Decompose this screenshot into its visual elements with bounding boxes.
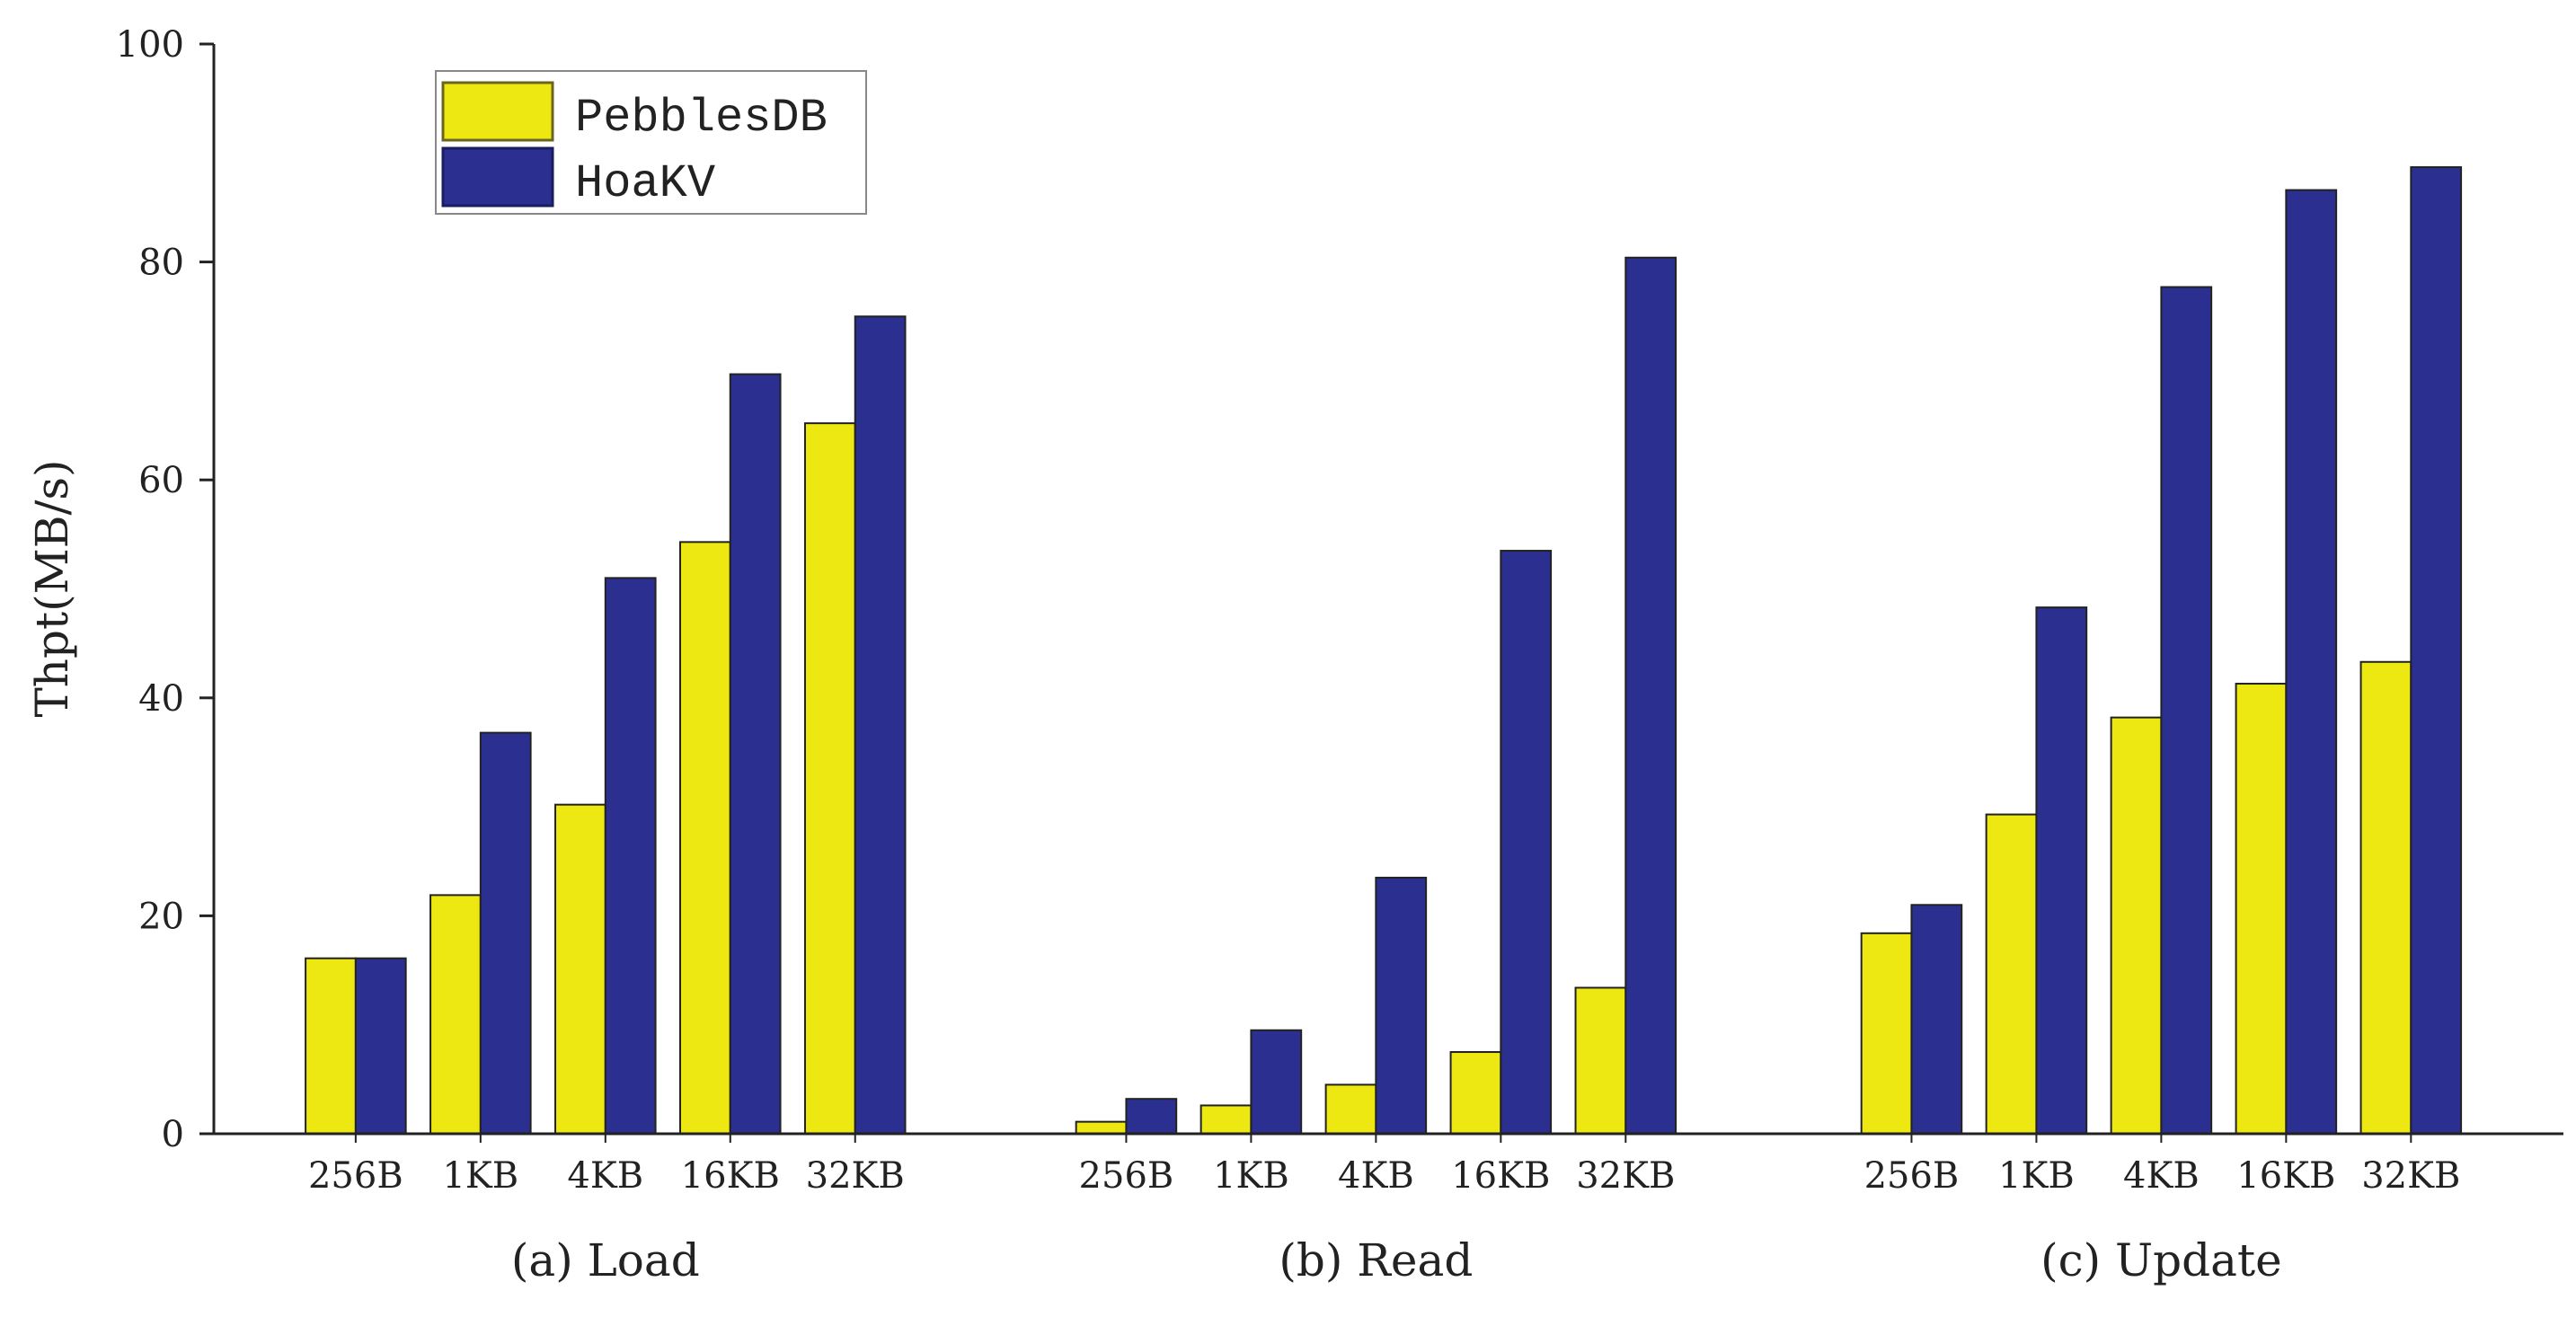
bar-pebblesdb-1kb [429,894,482,1136]
bar-pebblesdb-256b [1860,932,1913,1135]
y-tick-label: 100 [116,24,184,66]
y-tick-label: 20 [138,896,184,937]
legend-swatch-hoakv [441,146,554,208]
y-axis-label: Thpt(MB/s) [26,459,78,717]
bar-pebblesdb-16kb [678,541,731,1135]
x-tick-label: 16KB [1451,1155,1550,1197]
x-tick-label: 4KB [2123,1155,2200,1197]
bar-pebblesdb-1kb [1199,1104,1253,1136]
x-tick-label: 4KB [567,1155,643,1197]
bar-pebblesdb-4kb [2110,716,2163,1135]
x-tick-label: 16KB [2236,1155,2335,1197]
y-tick-label: 40 [138,678,184,720]
x-tick-label: 256B [1864,1155,1960,1197]
axes: 256B 1KB 4KB 16KB 32KB (a) Load 256B 1KB 4KB 16KB… [116,24,2563,1286]
y-tick-label: 60 [138,460,184,501]
x-tick-label: 16KB [681,1155,780,1197]
bar-hoakv-32kb [854,315,907,1135]
bar-hoakv-256b [1910,904,1963,1136]
bars [305,166,2463,1136]
bar-pebblesdb-32kb [2359,660,2412,1135]
bar-pebblesdb-16kb [2235,683,2288,1135]
bar-hoakv-16kb [1500,550,1553,1135]
x-tick-label: 1KB [1998,1155,2075,1197]
bar-hoakv-4kb [604,577,657,1135]
bar-hoakv-256b [354,957,407,1136]
legend-label-hoakv: HoaKV [575,157,715,210]
bar-hoakv-1kb [479,731,532,1136]
group-label: (b) Read [1279,1234,1473,1286]
bar-pebblesdb-32kb [1574,986,1627,1136]
bar-pebblesdb-256b [1075,1120,1128,1135]
bar-pebblesdb-256b [305,957,357,1136]
bar-hoakv-16kb [2285,189,2338,1136]
bar-pebblesdb-1kb [1985,813,2038,1135]
bar-pebblesdb-32kb [803,422,856,1135]
group-label: (a) Load [511,1234,700,1286]
bar-hoakv-32kb [1624,256,1677,1135]
bar-hoakv-1kb [1250,1029,1303,1136]
bar-hoakv-4kb [1375,876,1428,1135]
x-tick-label: 32KB [1576,1155,1675,1197]
x-tick-label: 4KB [1338,1155,1414,1197]
y-tick-label: 0 [162,1114,184,1155]
bar-pebblesdb-4kb [1324,1083,1377,1136]
bar-hoakv-256b [1125,1098,1178,1135]
x-tick-label: 1KB [442,1155,518,1197]
legend-swatch-pebblesdb [441,81,554,142]
x-tick-label: 256B [1079,1155,1174,1197]
x-tick-label: 32KB [2361,1155,2460,1197]
group-label: (c) Update [2040,1234,2282,1286]
bar-hoakv-1kb [2035,606,2088,1135]
bar-pebblesdb-4kb [554,803,606,1135]
x-tick-label: 256B [308,1155,403,1197]
bar-hoakv-4kb [2160,286,2213,1135]
bar-pebblesdb-16kb [1449,1051,1502,1136]
y-tick-label: 80 [138,243,184,284]
bar-hoakv-16kb [729,373,782,1135]
x-tick-label: 32KB [806,1155,905,1197]
x-tick-label: 1KB [1213,1155,1289,1197]
bar-hoakv-32kb [2410,166,2463,1136]
legend: PebblesDB HoaKV [435,70,867,215]
legend-label-pebblesdb: PebblesDB [575,92,828,145]
